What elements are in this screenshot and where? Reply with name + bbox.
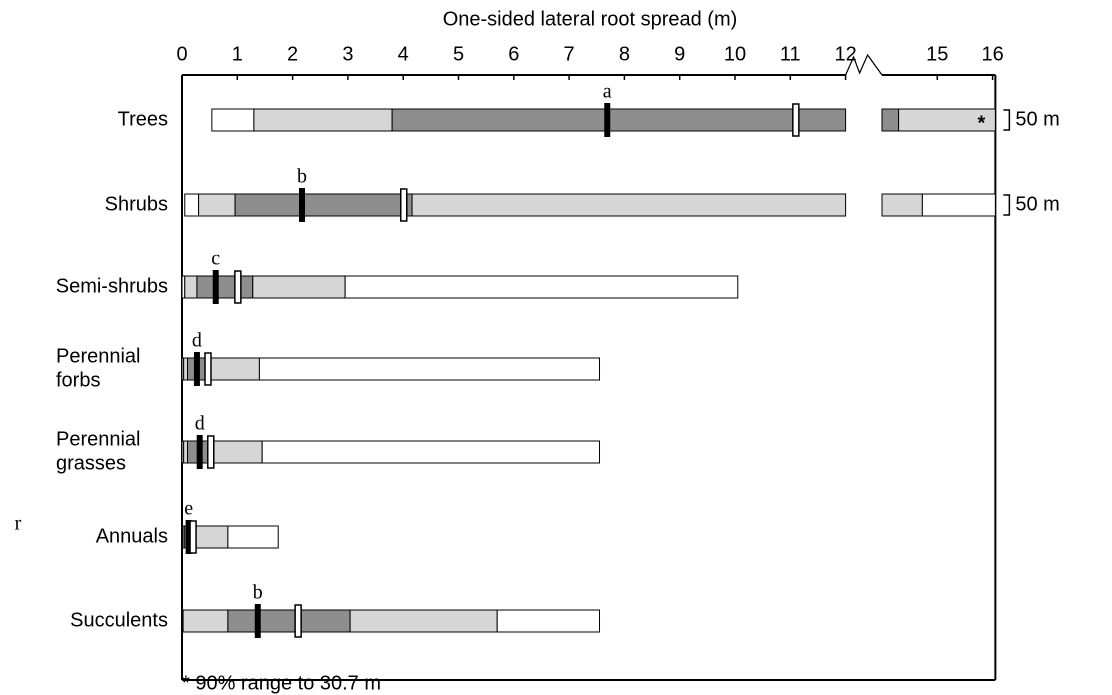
bracket [1003,194,1011,216]
right-label: 50 m [1015,193,1059,215]
range-segment [258,357,601,381]
mean-marker [234,270,242,304]
median-letter: d [195,413,205,435]
clip-marker: * [977,112,985,134]
axis-break [845,53,883,76]
row-label: Succulents [70,609,168,631]
mean-marker [792,103,800,137]
range-segment [198,193,236,217]
median-letter: b [253,582,263,604]
mean-marker [204,352,212,386]
chart-title: One-sided lateral root spread (m) [443,8,738,30]
range-segment [183,440,189,464]
range-segment [261,440,601,464]
footnote: * 90% range to 30.7 m [182,672,381,694]
range-segment [921,193,996,217]
bracket [1003,109,1011,131]
range-segment [898,108,996,132]
range-segment [211,108,255,132]
median-marker [254,604,261,638]
range-segment [252,275,346,299]
x-tick-label: 0 [176,43,187,65]
fragment: r [15,513,22,535]
row-label: grasses [56,452,126,474]
right-label: 50 m [1015,108,1059,130]
x-tick-label: 8 [619,43,630,65]
row-label: Semi-shrubs [56,275,168,297]
range-segment [183,357,189,381]
median-letter: a [603,81,612,103]
range-segment [344,275,739,299]
range-segment [211,440,263,464]
range-segment [184,275,198,299]
range-segment [234,193,413,217]
median-letter: d [192,330,202,352]
row-label: Shrubs [105,193,168,215]
range-segment [209,357,260,381]
range-segment [881,108,900,132]
x-tick-label: 16 [981,43,1003,65]
row-label: Perennial [56,345,141,367]
median-letter: b [297,166,307,188]
range-segment [391,108,847,132]
x-tick-label: 9 [674,43,685,65]
median-marker [196,435,203,469]
mean-marker [400,188,408,222]
mean-marker [207,435,215,469]
range-segment [881,193,923,217]
median-marker [299,188,306,222]
x-tick-label: 2 [287,43,298,65]
x-tick-label: 11 [780,43,801,65]
x-tick-label: 7 [564,43,575,65]
median-marker [604,103,611,137]
row-label: forbs [56,369,100,391]
range-segment [253,108,393,132]
median-marker [193,352,200,386]
range-segment [195,525,229,549]
x-tick-label: 10 [724,43,746,65]
x-tick-label: 6 [508,43,519,65]
x-tick-label: 3 [342,43,353,65]
x-tick-label: 1 [232,43,243,65]
x-tick-label: 15 [926,43,948,65]
median-marker [185,520,192,554]
row-label: Annuals [96,525,168,547]
median-letter: e [184,498,193,520]
range-segment [196,275,254,299]
range-segment [411,193,847,217]
median-letter: c [211,248,220,270]
row-label: Trees [118,108,168,130]
range-segment [182,609,229,633]
median-marker [212,270,219,304]
range-segment [349,609,498,633]
mean-marker [189,520,197,554]
x-tick-label: 12 [834,43,856,65]
range-segment [227,609,351,633]
range-segment [496,609,601,633]
x-tick-label: 5 [453,43,464,65]
range-segment [227,525,279,549]
row-label: Perennial [56,428,141,450]
mean-marker [294,604,302,638]
x-tick-label: 4 [398,43,409,65]
range-segment [184,193,200,217]
